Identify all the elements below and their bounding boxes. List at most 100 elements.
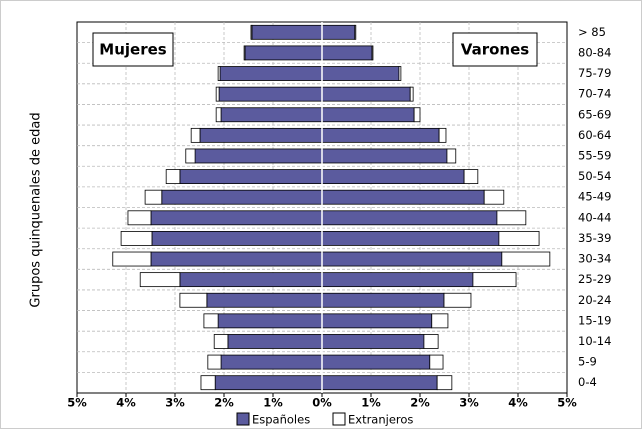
bar-left — [190, 127, 201, 143]
bar-right — [321, 148, 448, 164]
age-label: 55-59 — [578, 148, 611, 162]
right-label: Varones — [461, 41, 529, 59]
bar-left — [214, 375, 323, 391]
bar-right — [431, 313, 449, 329]
bar-left — [179, 169, 323, 184]
bar-left — [217, 313, 323, 329]
bar-left — [179, 292, 208, 308]
bar-right — [398, 66, 402, 81]
bar-left — [250, 24, 253, 40]
bar-left — [185, 148, 196, 164]
legend-label: Extranjeros — [348, 413, 413, 427]
bar-right — [321, 313, 433, 329]
bar-right — [321, 24, 356, 40]
left-label-box — [92, 32, 174, 67]
bar-right — [321, 375, 438, 391]
x-tick-label: 5% — [557, 396, 577, 410]
bar-right — [423, 334, 439, 349]
x-tick-label: 3% — [165, 396, 185, 410]
bar-right — [321, 45, 373, 61]
bar-right — [321, 292, 445, 308]
bar-right — [321, 86, 411, 102]
y-axis-title: Grupos quinquenales de edad — [29, 112, 44, 307]
bar-left — [165, 169, 181, 184]
bar-left — [151, 231, 323, 246]
age-label: 65-69 — [578, 107, 611, 121]
bar-right — [321, 210, 498, 226]
bar-right — [409, 86, 414, 102]
bar-right — [498, 231, 540, 246]
bar-right — [371, 45, 374, 61]
age-label: 10-14 — [578, 334, 611, 348]
age-label: 0-4 — [578, 375, 597, 389]
bar-left — [161, 189, 323, 205]
bar-right — [321, 169, 465, 184]
bar-left — [150, 251, 323, 267]
bar-left — [206, 292, 323, 308]
bar-right — [446, 148, 457, 164]
bar-left — [150, 210, 323, 226]
bar-left — [215, 107, 222, 123]
age-label: 25-29 — [578, 272, 611, 286]
bar-right — [321, 189, 485, 205]
x-tick-label: 0% — [312, 396, 332, 410]
bar-left — [215, 86, 220, 102]
bar-right — [436, 375, 453, 391]
bar-left — [120, 231, 153, 246]
bar-left — [213, 334, 229, 349]
x-tick-label: 1% — [361, 396, 381, 410]
age-label: 15-19 — [578, 313, 611, 327]
right-label-box — [452, 32, 538, 67]
bar-left — [200, 375, 216, 391]
x-tick-label: 2% — [410, 396, 430, 410]
bar-left — [144, 189, 163, 205]
bar-left — [217, 66, 221, 81]
age-label: 40-44 — [578, 210, 611, 224]
bar-left — [244, 45, 323, 61]
age-label: 70-74 — [578, 87, 611, 101]
legend-swatch — [236, 412, 250, 426]
bar-right — [429, 354, 444, 370]
bar-right — [501, 251, 551, 267]
age-label: > 85 — [578, 25, 606, 39]
bar-right — [496, 210, 527, 226]
bar-left — [220, 107, 323, 123]
x-tick-label: 4% — [508, 396, 528, 410]
bar-right — [463, 169, 479, 184]
bar-right — [438, 127, 447, 143]
legend-swatch — [332, 412, 346, 426]
x-tick-label: 2% — [214, 396, 234, 410]
bar-right — [321, 334, 425, 349]
bar-left — [112, 251, 152, 267]
bar-right — [443, 292, 472, 308]
age-label: 20-24 — [578, 293, 611, 307]
age-label: 50-54 — [578, 169, 611, 183]
bar-right — [413, 107, 421, 123]
bar-right — [321, 231, 500, 246]
bar-left — [227, 334, 323, 349]
bar-left — [199, 127, 323, 143]
bar-left — [179, 272, 323, 288]
age-label: 80-84 — [578, 45, 611, 59]
bar-right — [354, 24, 357, 40]
bar-right — [321, 251, 503, 267]
age-label: 5-9 — [578, 355, 597, 369]
bar-left — [207, 354, 222, 370]
bar-right — [321, 272, 474, 288]
bar-left — [139, 272, 181, 288]
legend-label: Españoles — [252, 413, 310, 427]
bar-left — [220, 354, 323, 370]
bar-right — [472, 272, 517, 288]
x-tick-label: 5% — [67, 396, 87, 410]
bar-left — [218, 86, 323, 102]
bar-right — [321, 354, 431, 370]
bar-right — [321, 107, 415, 123]
age-label: 75-79 — [578, 66, 611, 80]
bar-left — [203, 313, 219, 329]
bar-right — [321, 127, 440, 143]
bar-left — [251, 24, 323, 40]
bar-left — [194, 148, 323, 164]
age-label: 35-39 — [578, 231, 611, 245]
left-label: Mujeres — [99, 41, 166, 59]
